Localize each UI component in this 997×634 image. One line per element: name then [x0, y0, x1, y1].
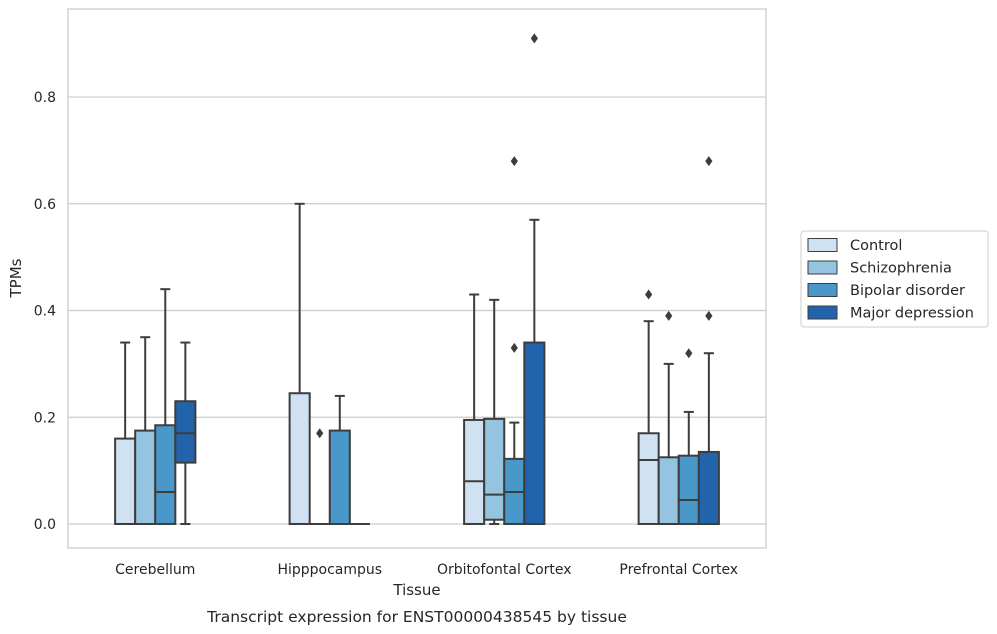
legend: Control Schizophrenia Bipolar disorder Majo…	[800, 230, 989, 328]
outlier-point	[530, 33, 538, 44]
y-tick-label: 0.0	[34, 517, 56, 533]
chart-caption: Transcript expression for ENST0000043854…	[206, 608, 627, 626]
y-tick-label: 0.4	[34, 304, 56, 320]
legend-label: Schizophrenia	[850, 261, 952, 277]
y-axis-title: TPMs	[7, 258, 25, 298]
box	[677, 348, 700, 525]
x-tick-label: Prefrontal Cortex	[619, 562, 738, 578]
series-major-depression	[174, 33, 720, 525]
box-body	[697, 450, 720, 525]
x-tick-label: Orbitofontal Cortex	[437, 562, 572, 578]
box	[134, 336, 157, 525]
legend-label: Major depression	[850, 306, 974, 322]
box	[114, 341, 137, 525]
box-body	[463, 418, 486, 525]
box-body	[328, 429, 351, 525]
box	[637, 289, 660, 525]
box-body	[657, 456, 680, 525]
box	[463, 293, 486, 525]
legend-frame	[800, 230, 989, 328]
box	[503, 156, 526, 525]
box-body	[134, 429, 157, 525]
box-plot-series	[114, 33, 720, 525]
box-body	[483, 417, 506, 521]
box-body	[677, 454, 700, 525]
outlier-point	[705, 156, 713, 167]
box	[328, 394, 351, 525]
series-bipolar-disorder	[154, 156, 700, 525]
box-body	[174, 400, 197, 464]
outlier-point	[510, 342, 518, 353]
legend-swatch	[807, 283, 838, 297]
plot-area-frame	[67, 8, 767, 549]
outlier-point	[685, 348, 693, 359]
box	[483, 298, 506, 525]
outlier-point	[705, 310, 713, 321]
legend-swatch	[807, 238, 838, 252]
box	[154, 288, 177, 525]
box	[697, 156, 720, 525]
outlier-point	[316, 428, 324, 439]
outlier-point	[645, 289, 653, 300]
x-axis-ticks: Cerebellum Hipppocampus Orbitofontal Corte…	[115, 562, 738, 578]
outlier-point	[510, 156, 518, 167]
box	[523, 33, 546, 525]
y-tick-label: 0.6	[34, 197, 56, 213]
x-tick-label: Cerebellum	[115, 562, 195, 578]
box	[174, 341, 197, 525]
y-tick-label: 0.8	[34, 90, 56, 106]
legend-label: Control	[850, 238, 902, 254]
legend-swatch	[807, 305, 838, 320]
x-tick-label: Hipppocampus	[277, 562, 382, 578]
legend-label: Bipolar disorder	[850, 283, 965, 299]
y-tick-label: 0.2	[34, 410, 56, 426]
box-body	[288, 392, 311, 525]
box-body	[637, 432, 660, 525]
box	[288, 202, 311, 525]
box-body	[114, 437, 137, 525]
box	[309, 428, 330, 525]
y-axis-ticks: 0.0 0.2 0.4 0.6 0.8	[34, 90, 56, 533]
series-control	[114, 202, 660, 525]
box-body	[523, 341, 546, 525]
legend-swatch	[807, 260, 838, 275]
series-schizophrenia	[134, 298, 680, 525]
box-body	[154, 424, 177, 525]
outlier-point	[665, 310, 673, 321]
x-axis-title: Tissue	[392, 581, 440, 599]
